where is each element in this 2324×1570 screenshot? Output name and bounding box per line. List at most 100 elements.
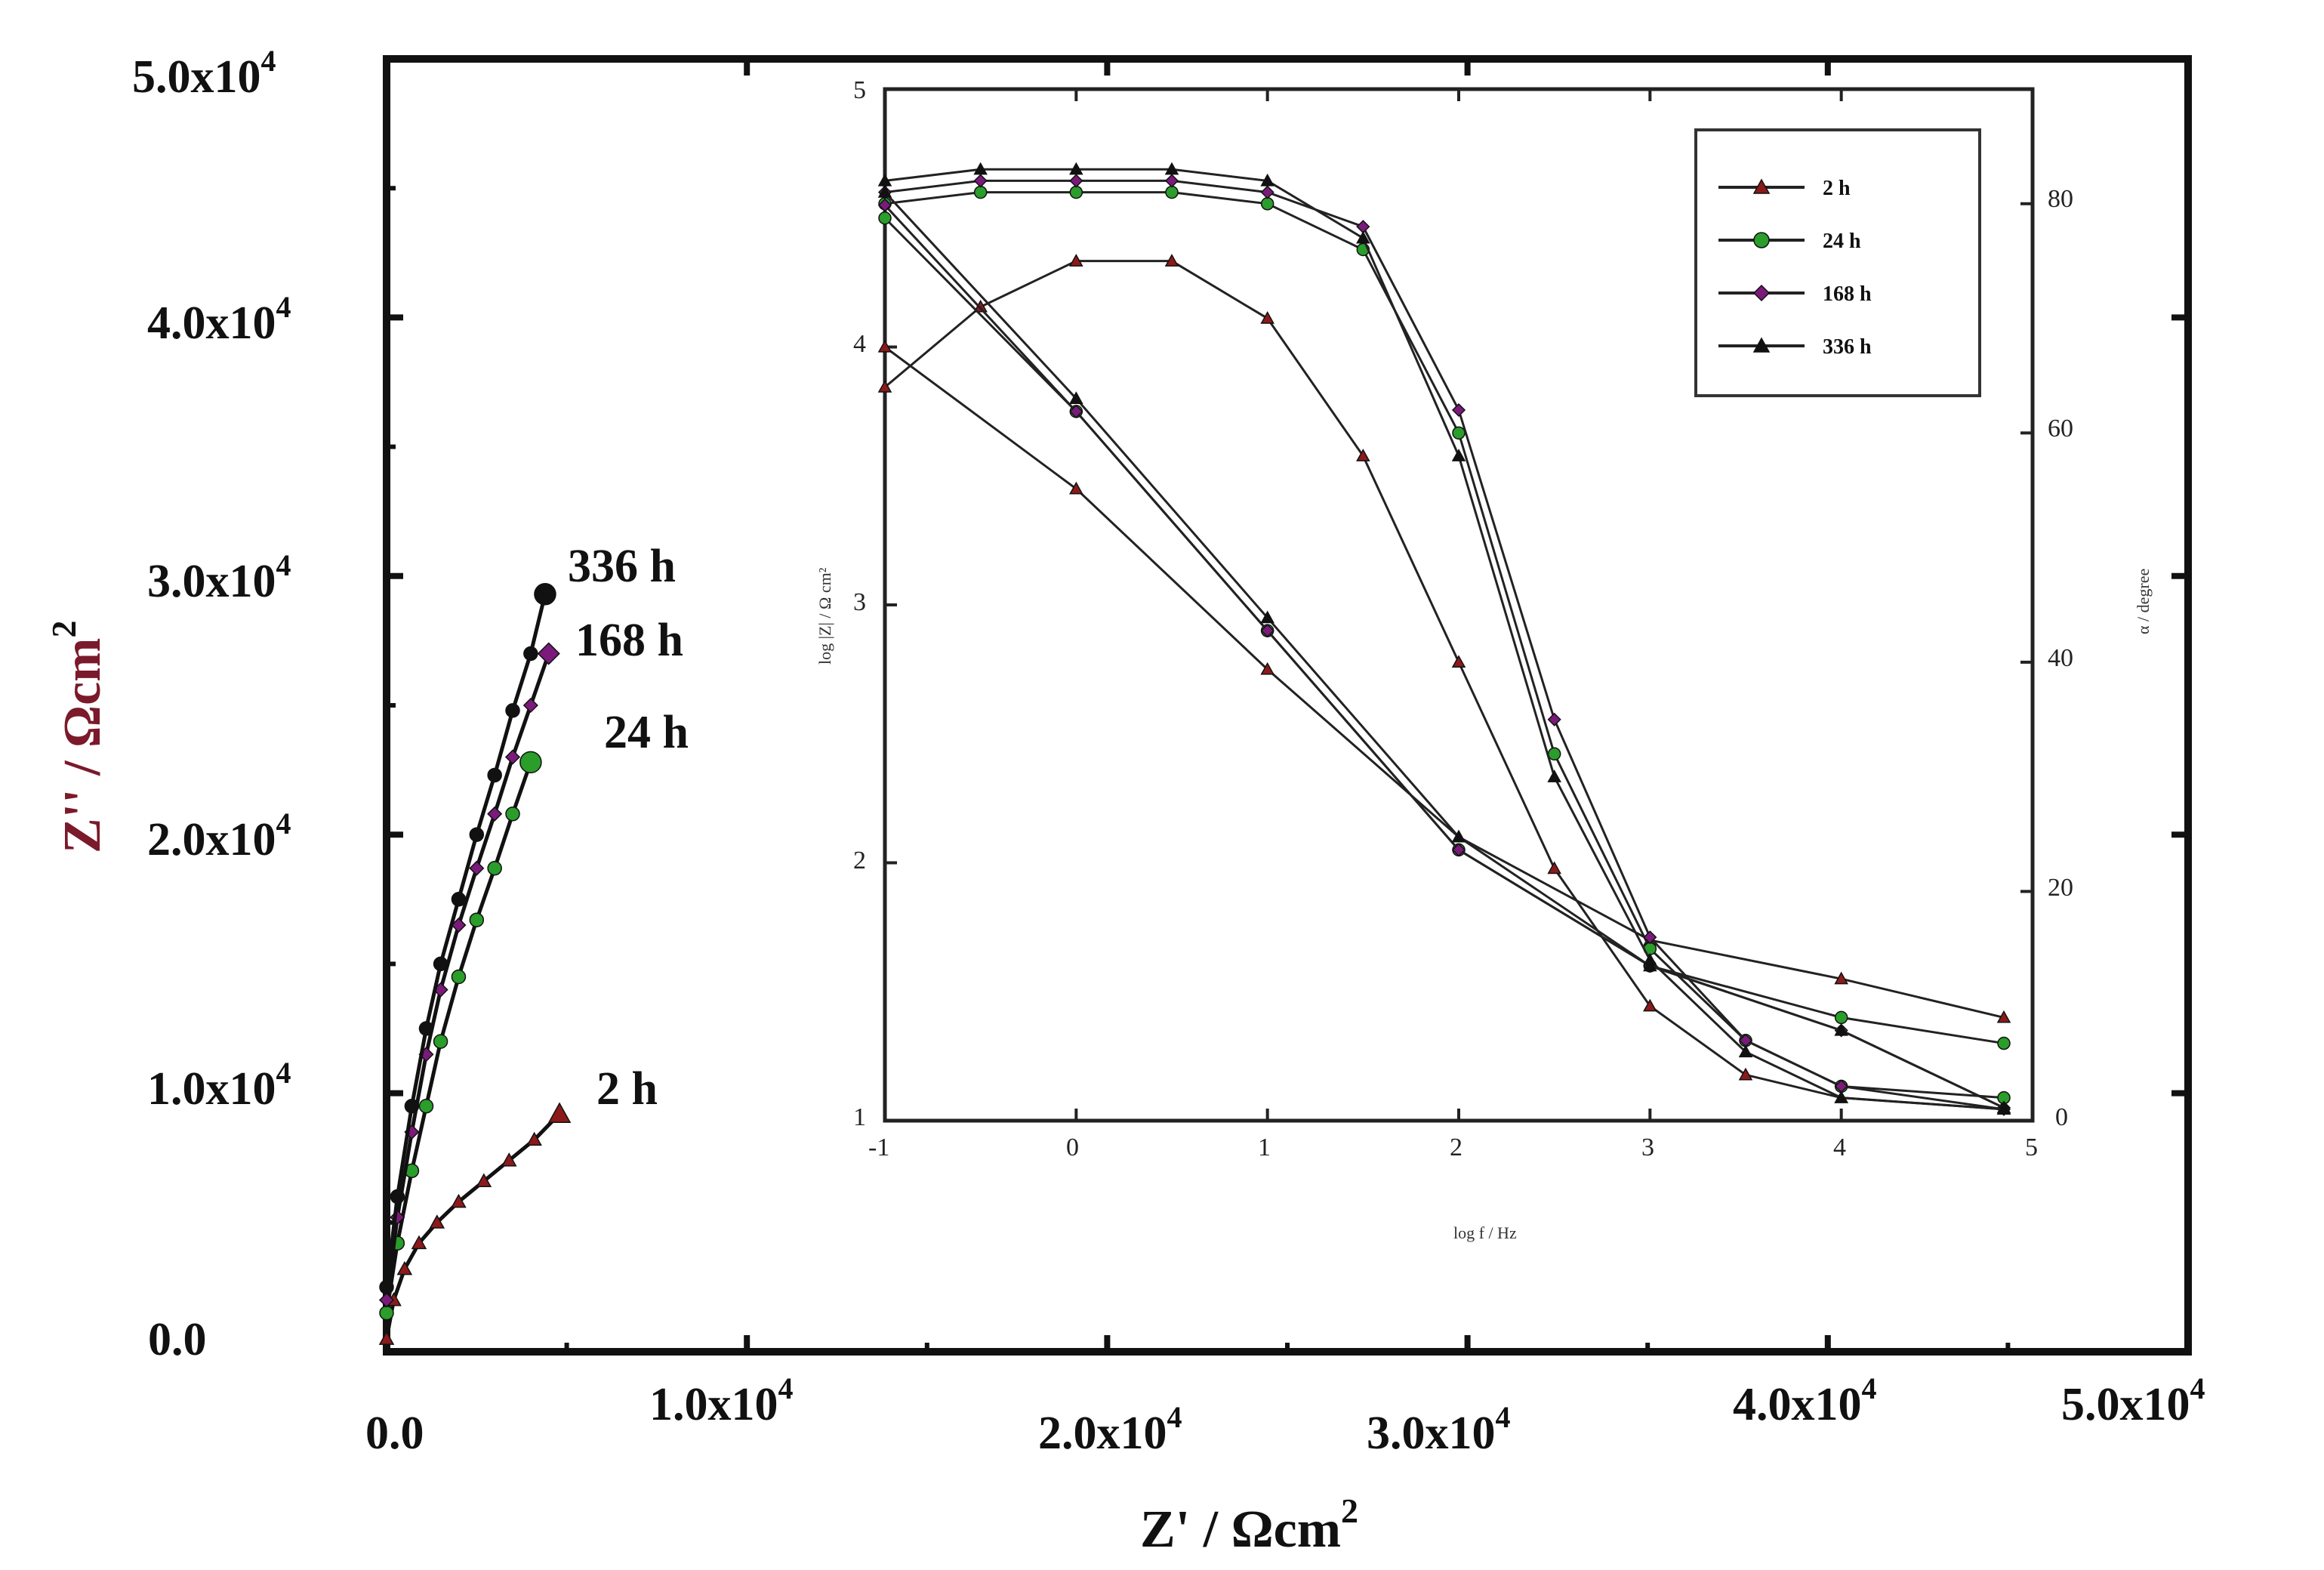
y-tick-label: 1.0x104 — [147, 1056, 291, 1115]
nyquist-point-168h — [469, 860, 485, 876]
bode-modulus-point-24h — [1834, 1010, 1848, 1025]
bode-phase-point-24h — [1547, 747, 1561, 761]
bode-modulus-point-168h — [1451, 843, 1466, 857]
legend-entry-336h: 336 h — [1823, 335, 1872, 359]
nyquist-point-24h — [469, 912, 485, 927]
bode-modulus-point-168h — [1260, 624, 1275, 638]
bode-phase-point-336h — [1547, 770, 1561, 782]
nyquist-series — [378, 583, 572, 1345]
bode-modulus-point-336h — [1451, 829, 1466, 843]
nyquist-point-168h — [451, 917, 467, 933]
nyquist-point-168h — [487, 806, 503, 822]
series-label-168h: 168 h — [575, 615, 683, 666]
bode-modulus-point-24h — [1997, 1036, 2011, 1050]
bode-phase-point-336h — [1260, 173, 1275, 187]
bode-phase-point-2h — [1643, 998, 1657, 1012]
bode-phase-point-24h — [1260, 197, 1275, 211]
inset-x-tick-label: 2 — [1450, 1134, 1463, 1161]
inset-y-axis-title: log |Z| / Ω cm² — [815, 567, 834, 665]
nyquist-point-336h — [418, 1021, 434, 1036]
nyquist-point-2h — [429, 1214, 445, 1229]
bode-modulus-point-168h — [877, 198, 892, 212]
bode-phase-point-336h — [877, 173, 892, 187]
bode-phase-point-336h — [1643, 952, 1657, 966]
bode-phase-line-2h — [884, 260, 2005, 1111]
bode-phase-point-24h — [1452, 426, 1466, 440]
bode-modulus-point-168h — [1069, 404, 1083, 418]
y-axis-title: Z'' / Ωcm2 — [45, 621, 112, 853]
inset-x-tick-label: -1 — [868, 1134, 889, 1161]
inset-y2-tick-label: 60 — [2048, 415, 2073, 443]
bode-modulus-point-2h — [877, 339, 892, 353]
bode-phase-point-336h — [1996, 1102, 2011, 1115]
bode-phase-point-24h — [1165, 185, 1179, 199]
bode-modulus-point-24h — [878, 211, 892, 225]
series-label-24h: 24 h — [604, 707, 689, 758]
inset-y2-axis-title: α / degree — [2134, 569, 2153, 634]
x-tick-label: 0.0 — [365, 1408, 424, 1459]
nyquist-line-2h — [384, 1112, 561, 1340]
nyquist-point-336h — [379, 1279, 394, 1295]
nyquist-point-336h — [523, 646, 538, 662]
nyquist-point-168h — [504, 749, 521, 765]
nyquist-point-24h — [433, 1034, 448, 1049]
bode-phase-point-2h — [1738, 1067, 1753, 1081]
series-label-336h: 336 h — [568, 541, 676, 592]
nyquist-line-168h — [384, 652, 551, 1300]
legend-marker-336h — [1752, 337, 1771, 353]
inset-y-tick-label: 4 — [853, 330, 866, 358]
nyquist-point-24h — [379, 1305, 394, 1321]
y-tick-label: 5.0x104 — [132, 44, 276, 103]
x-tick-label: 2.0x104 — [1038, 1400, 1182, 1459]
bode-phase-point-168h — [973, 174, 988, 188]
legend-marker-24h — [1753, 232, 1770, 248]
bode-modulus-point-336h — [1834, 1023, 1848, 1036]
nyquist-point-336h — [469, 827, 485, 842]
x-tick-label: 4.0x104 — [1733, 1371, 1877, 1430]
bode-phase-point-2h — [1356, 449, 1370, 461]
legend-box — [1694, 128, 1981, 397]
inset-y2-tick-label: 0 — [2055, 1103, 2068, 1131]
inset-y2-tick-label: 40 — [2048, 644, 2073, 672]
inset-axis-ticks — [883, 88, 2034, 1122]
nyquist-point-168h — [537, 642, 560, 665]
bode-modulus-point-2h — [1834, 971, 1848, 985]
legend-marker-2h — [1752, 178, 1771, 194]
bode-phase-point-336h — [1834, 1090, 1848, 1103]
bode-phase-point-168h — [1547, 712, 1561, 726]
x-tick-label: 1.0x104 — [649, 1371, 794, 1430]
bode-phase-point-336h — [1738, 1044, 1753, 1058]
inset-y-tick-label: 2 — [853, 847, 866, 874]
bode-phase-point-2h — [1547, 861, 1561, 874]
nyquist-point-24h — [451, 969, 467, 985]
bode-modulus-point-336h — [1260, 610, 1275, 624]
bode-phase-point-2h — [877, 380, 892, 393]
bode-phase-line-168h — [884, 179, 2005, 1111]
nyquist-point-336h — [451, 892, 467, 907]
nyquist-point-336h — [505, 703, 520, 718]
nyquist-point-336h — [534, 583, 556, 606]
nyquist-point-336h — [433, 956, 448, 972]
inset-y2-tick-label: 20 — [2048, 874, 2073, 902]
bode-phase-point-168h — [1069, 174, 1083, 188]
inset-x-tick-label: 3 — [1641, 1134, 1654, 1161]
nyquist-point-2h — [526, 1131, 542, 1146]
x-tick-label: 3.0x104 — [1367, 1400, 1511, 1459]
inset-x-tick-label: 1 — [1258, 1134, 1271, 1161]
nyquist-point-24h — [418, 1098, 434, 1114]
x-tick-label: 5.0x104 — [2061, 1371, 2205, 1430]
nyquist-point-2h — [451, 1193, 467, 1208]
legend-entry-168h: 168 h — [1823, 282, 1872, 306]
bode-modulus-point-336h — [877, 185, 892, 198]
nyquist-point-24h — [519, 751, 542, 774]
bode-phase-point-168h — [1643, 930, 1657, 945]
nyquist-point-24h — [487, 860, 502, 876]
nyquist-point-336h — [487, 767, 502, 783]
bode-phase-point-24h — [1069, 185, 1083, 199]
y-tick-label: 0.0 — [148, 1314, 207, 1365]
x-axis-title: Z' / Ωcm2 — [1140, 1491, 1358, 1559]
nyquist-point-2h — [501, 1152, 517, 1167]
inset-x-axis-title: log f / Hz — [1453, 1223, 1517, 1242]
legend-samples — [1718, 178, 1805, 353]
